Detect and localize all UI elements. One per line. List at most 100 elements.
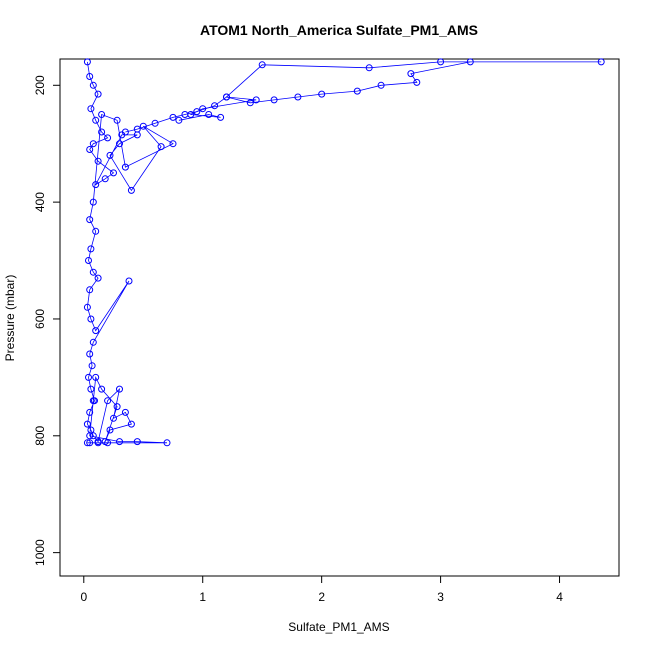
data-point — [175, 116, 183, 124]
data-point — [104, 397, 112, 405]
data-point — [89, 397, 97, 405]
data-point — [89, 140, 97, 148]
x-tick-label: 1 — [199, 590, 206, 604]
data-point — [86, 432, 94, 440]
data-point — [92, 116, 100, 124]
series-line-2 — [125, 61, 471, 133]
x-tick-label: 2 — [318, 590, 325, 604]
data-point — [377, 81, 385, 89]
data-point — [110, 414, 117, 422]
data-point — [98, 128, 106, 136]
data-point — [270, 96, 278, 104]
data-point — [113, 116, 121, 124]
data-point — [104, 439, 112, 447]
data-point — [83, 58, 91, 66]
data-point — [106, 151, 114, 159]
data-point — [92, 327, 100, 335]
x-tick-label: 4 — [556, 590, 563, 604]
data-point — [597, 58, 605, 66]
series-line-1 — [86, 61, 174, 444]
data-point — [86, 286, 94, 294]
data-point — [199, 105, 207, 113]
data-point — [252, 96, 260, 104]
data-point — [89, 268, 97, 276]
data-point — [92, 181, 100, 189]
data-point — [127, 186, 135, 194]
data-point — [86, 350, 94, 358]
data-point — [87, 245, 95, 253]
data-point — [157, 143, 165, 151]
data-point — [217, 113, 225, 121]
data-point — [127, 420, 135, 428]
data-point — [101, 175, 109, 183]
data-point — [116, 140, 123, 148]
data-point — [85, 373, 92, 381]
data-point — [89, 198, 97, 206]
data-point — [87, 315, 95, 323]
data-point — [151, 119, 159, 127]
data-point — [83, 420, 91, 428]
data-point — [169, 140, 177, 148]
data-point — [86, 216, 94, 224]
data-point — [407, 70, 415, 78]
x-tick-label: 0 — [80, 590, 87, 604]
data-point — [211, 102, 219, 110]
data-point — [89, 81, 97, 89]
y-tick-label: 200 — [33, 75, 47, 95]
y-tick-label: 1000 — [33, 539, 47, 566]
data-point — [98, 385, 106, 393]
data-point — [86, 408, 94, 416]
series-line-3 — [178, 61, 602, 121]
data-point — [86, 439, 94, 447]
y-tick-label: 800 — [33, 425, 47, 445]
data-point — [92, 373, 100, 381]
x-axis: 0 1 2 3 4 — [80, 575, 563, 604]
data-point — [133, 438, 141, 446]
data-point — [87, 105, 95, 113]
y-tick-label: 600 — [33, 309, 47, 329]
data-point — [89, 432, 97, 440]
data-point — [125, 277, 133, 285]
data-point — [437, 58, 445, 66]
y-axis-label: Pressure (mbar) — [3, 275, 17, 362]
data-point — [92, 227, 100, 235]
data-point — [94, 90, 102, 98]
data-point — [89, 338, 97, 346]
data-point — [116, 438, 123, 446]
data-point — [413, 78, 421, 86]
data-point — [83, 439, 91, 447]
y-axis: 200 400 600 800 1000 — [33, 75, 61, 566]
data-point — [116, 385, 123, 393]
data-point — [98, 111, 106, 118]
data-point — [94, 157, 102, 165]
data-point — [223, 93, 230, 101]
data-point — [113, 403, 121, 411]
data-point — [86, 73, 94, 80]
data-point — [294, 93, 302, 101]
data-point — [169, 113, 177, 121]
plot-frame — [59, 58, 620, 577]
data-point — [83, 303, 91, 311]
data-point — [133, 125, 141, 133]
chart-title: ATOM1 North_America Sulfate_PM1_AMS — [200, 22, 478, 38]
data-point — [365, 64, 373, 72]
data-point — [353, 87, 361, 95]
data-point — [110, 169, 117, 177]
data-point — [187, 111, 195, 118]
y-tick-label: 400 — [33, 192, 47, 212]
data-point — [88, 362, 96, 370]
data-point — [163, 439, 171, 447]
data-point — [94, 439, 102, 447]
data-point — [193, 108, 201, 116]
data-point — [205, 111, 213, 118]
x-tick-label: 3 — [437, 590, 444, 604]
data-point — [85, 257, 92, 264]
plot-data — [83, 58, 605, 447]
data-point — [86, 146, 94, 153]
data-point — [106, 426, 114, 434]
data-point — [87, 385, 95, 393]
data-point — [121, 408, 129, 416]
data-point — [258, 61, 266, 69]
data-point — [121, 163, 129, 171]
